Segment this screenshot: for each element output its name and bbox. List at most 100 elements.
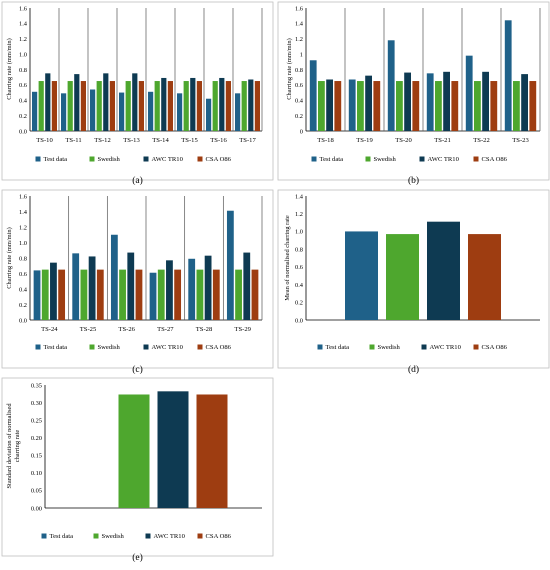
x-tick-label: TS-17 [239,137,256,144]
bar-test-data [206,98,212,131]
bar-awc-tr10 [190,77,196,131]
legend-label: Test data [326,344,350,351]
y-tick-label: 1.2 [295,36,303,43]
bar-test-data [32,91,38,131]
legend-label: CSA O86 [206,156,232,163]
legend-swatch-swedish [93,533,99,539]
y-axis-label: Mean of normalised charring rate [284,215,291,301]
bar-test-data [61,93,67,131]
legend-label: Swedish [374,156,397,163]
legend-label: CSA O86 [482,156,508,163]
bar-awc-tr10 [45,73,51,131]
bar-csa-o86 [490,81,498,131]
bar-swedish [474,81,481,131]
y-tick-label: 1.2 [19,224,27,231]
bar-swedish [96,81,102,131]
y-tick-label: 1 [300,51,303,58]
legend-label: Swedish [102,533,125,540]
bar-swedish [513,81,520,131]
y-tick-label: 0.4 [295,282,304,289]
legend-swatch-csa-o86 [473,156,479,162]
y-tick-label: 1.6 [19,5,27,12]
x-tick-label: TS-28 [196,326,213,333]
bar-awc-tr10 [219,77,225,131]
chart-panel-1: 0.0 0.2 0.4 0.6 0.8 1.0 1.2 1.4 1.6 Charring rate… [1,1,274,186]
legend-label: Swedish [378,344,401,351]
y-axis-label: Charring rate (mm/min) [286,38,293,99]
bar-awc-tr10 [521,74,528,131]
bar-csa-o86 [167,81,173,131]
legend-swatch-test-data [35,344,41,350]
x-tick-label: TS-10 [36,137,53,144]
panel-caption: (c) [132,364,143,375]
x-tick-label: TS-26 [118,326,135,333]
bar-swedish [38,81,44,131]
y-tick-label: 1.2 [295,211,303,218]
bar-swedish [157,269,165,320]
y-tick-label: 0.30 [31,400,42,407]
legend-swatch-csa-o86 [197,156,203,162]
y-tick-label: 1.4 [19,21,28,28]
bar-awc-tr10 [127,252,135,320]
x-tick-label: TS-16 [210,137,227,144]
legend-swatch-csa-o86 [473,344,479,350]
legend-swatch-swedish [369,344,375,350]
y-tick-label: 0.8 [295,246,303,253]
y-tick-label: 1.4 [295,193,304,200]
panel-caption: (d) [408,364,419,375]
x-tick-label: TS-14 [152,137,169,144]
bar-test-data [33,270,41,320]
legend-label: AWC TR10 [154,533,186,540]
bar-swedish [357,81,364,131]
x-tick-label: TS-11 [65,137,81,144]
legend-label: Swedish [98,344,121,351]
bar-csa-o86 [373,81,381,131]
bar-awc-tr10 [132,73,138,131]
bar-test-data [119,92,125,131]
y-tick-label: 0.0 [295,317,303,324]
y-tick-label: 0.6 [295,82,303,89]
legend-swatch-test-data [311,156,317,162]
bar-awc-tr10 [88,256,96,320]
legend-swatch-awc-tr10 [421,344,427,350]
y-axis-label: Standard deviation of normalisedcharring… [6,403,21,489]
bar-csa-o86 [109,81,115,131]
bar-test-data [465,55,473,131]
y-tick-label: 0.6 [295,264,303,271]
bar-test-data [188,258,196,320]
x-tick-label: TS-19 [356,137,373,144]
y-tick-label: 1.0 [295,229,303,236]
y-tick-label: 1.4 [295,21,304,28]
x-tick-label: TS-22 [473,137,489,144]
y-tick-label: 1.2 [19,36,27,43]
y-axis-label-line: charring rate [14,430,21,463]
y-tick-label: 1.0 [19,240,27,247]
bar-awc-tr10 [74,74,80,131]
legend-label: AWC TR10 [428,156,460,163]
y-tick-label: 1.6 [295,5,303,12]
x-tick-label: TS-18 [317,137,334,144]
y-axis-label: Charring rate (mm/min) [6,38,13,99]
bar-csa-o86 [451,81,459,131]
bar-csa-o86 [196,394,228,508]
chart-panel-5: 0.00 0.05 0.10 0.15 0.20 0.25 0.30 0.35 Standard… [1,377,274,563]
bar-csa-o86 [96,269,104,320]
bar-csa-o86 [212,269,220,320]
bar-csa-o86 [468,234,501,320]
bar-awc-tr10 [243,252,251,320]
legend-label: CSA O86 [482,344,508,351]
chart-panel-4: 0.0 0.2 0.4 0.6 0.8 1.0 1.2 1.4 Mean of normalis… [277,189,550,375]
bar-test-data [148,91,154,131]
bar-swedish [196,269,204,320]
panel-caption: (a) [132,175,143,186]
y-tick-label: 1.0 [19,51,27,58]
x-tick-label: TS-20 [395,137,412,144]
bar-swedish [396,81,403,131]
bar-swedish [80,269,88,320]
x-tick-label: TS-25 [80,326,97,333]
chart-panel-2: 0 0.2 0.4 0.6 0.8 1 1.2 1.4 1.6 Charring rate (mm… [277,1,550,186]
legend-swatch-csa-o86 [197,533,203,539]
legend-swatch-swedish [89,156,95,162]
bar-test-data [235,93,241,131]
